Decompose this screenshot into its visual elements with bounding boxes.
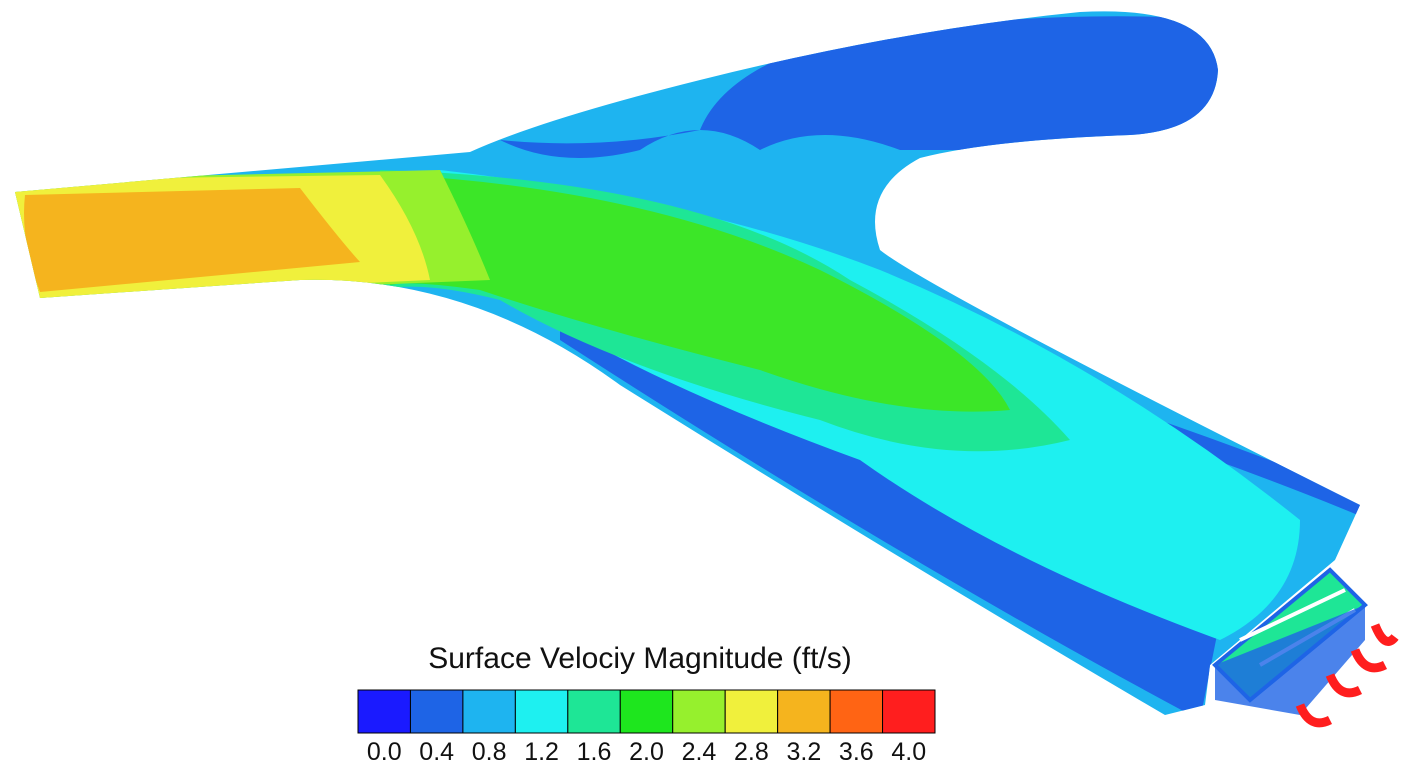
tick-label: 2.0 (629, 738, 664, 766)
contour-view: Surface Velociy Magnitude (ft/s) 0.00.40… (0, 0, 1402, 769)
color-swatch (883, 690, 935, 733)
tick-label: 0.4 (419, 738, 454, 766)
color-swatch (463, 690, 515, 733)
color-swatch (515, 690, 567, 733)
tick-label: 2.8 (734, 738, 769, 766)
color-swatch (673, 690, 725, 733)
tick-label: 3.6 (839, 738, 874, 766)
color-swatch (620, 690, 672, 733)
tick-label: 0.8 (472, 738, 507, 766)
tick-label: 2.4 (682, 738, 717, 766)
colorbar: 0.0 0.4 0.8 1.2 1.6 2.0 2.4 2.8 3.2 3.6 4.0 (358, 690, 935, 766)
color-swatch (778, 690, 830, 733)
legend-title: Surface Velociy Magnitude (ft/s) (428, 642, 852, 675)
color-swatch (568, 690, 620, 733)
tick-label: 3.2 (786, 738, 821, 766)
page: Surface Velociy Magnitude (ft/s) 0.00.40… (0, 0, 1402, 769)
tick-label: 4.0 (891, 738, 926, 766)
color-swatch (830, 690, 882, 733)
color-swatch (410, 690, 462, 733)
color-swatch (725, 690, 777, 733)
tick-label: 1.6 (577, 738, 612, 766)
tick-label: 0.0 (367, 738, 402, 766)
color-swatch (358, 690, 410, 733)
tick-label: 1.2 (524, 738, 559, 766)
